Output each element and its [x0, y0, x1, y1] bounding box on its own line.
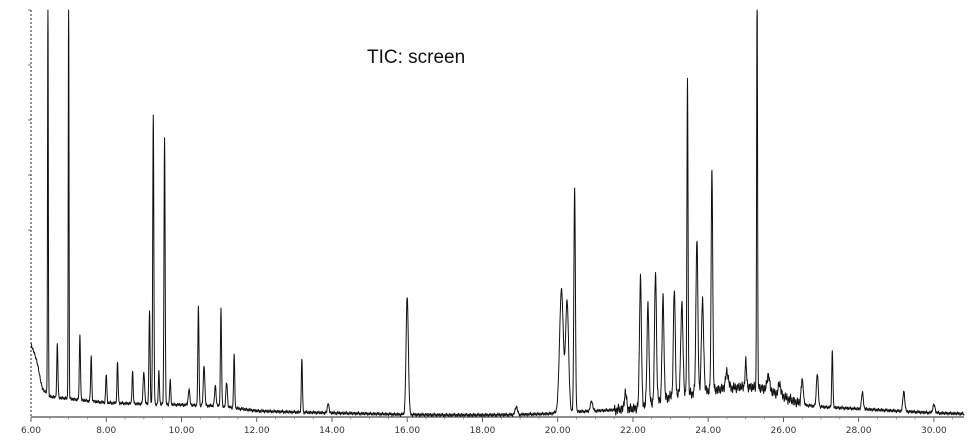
x-tick-label: 14.00 [319, 426, 345, 436]
x-tick-label: 26.00 [771, 426, 797, 436]
x-tick-label: 8.00 [96, 426, 116, 436]
x-tick-label: 10.00 [169, 426, 195, 436]
tic-trace-line [30, 9, 965, 418]
x-tick-label: 6.00 [21, 426, 41, 436]
x-tick-label: 16.00 [394, 426, 420, 436]
chart-title: TIC: screen [367, 47, 465, 68]
x-tick-label: 28.00 [846, 426, 872, 436]
x-tick-label: 20.00 [545, 426, 571, 436]
x-tick-label: 12.00 [244, 426, 270, 436]
x-tick-label: 18.00 [470, 426, 496, 436]
axes [30, 10, 964, 418]
x-tick-label: 24.00 [695, 426, 721, 436]
x-tick-label: 30.00 [921, 426, 947, 436]
trace-group [30, 9, 965, 418]
x-tick-label: 22.00 [620, 426, 646, 436]
x-ticks: 6.00 8.00 10.00 12.00 14.00 16.00 18.00 20.00 22… [21, 9, 954, 436]
